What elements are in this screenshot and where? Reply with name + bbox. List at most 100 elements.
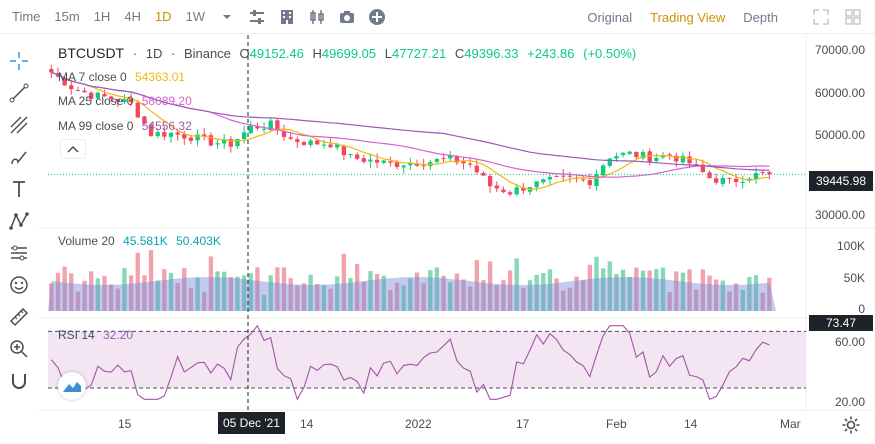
candle-body — [474, 165, 479, 173]
interval-1d[interactable]: 1D — [154, 9, 172, 24]
candle-body — [374, 159, 380, 163]
pattern-icon[interactable] — [0, 205, 38, 237]
candle-body — [694, 164, 699, 166]
volume-bar — [434, 267, 440, 311]
volume-bar — [215, 271, 220, 311]
volume-bar — [82, 280, 87, 311]
candle-body — [235, 139, 240, 147]
pitchfork-icon[interactable] — [0, 109, 38, 141]
volume-bar — [414, 272, 420, 311]
crosshair-icon[interactable] — [0, 45, 38, 77]
smiley-icon[interactable] — [0, 269, 38, 301]
zoom-in-icon[interactable] — [0, 333, 38, 365]
volume-bar — [162, 269, 167, 311]
candle-body — [640, 152, 646, 159]
candle-body — [594, 174, 599, 187]
candle-body — [275, 120, 280, 131]
volume-bar — [348, 278, 353, 311]
ma7-line — [51, 71, 770, 191]
candle-body — [268, 120, 273, 130]
chevron-down-icon[interactable] — [212, 0, 242, 34]
candle-body — [49, 69, 54, 73]
volume-bar — [75, 291, 81, 311]
exchange-label: Binance — [183, 46, 231, 61]
candle-body — [255, 126, 260, 129]
candle-body — [301, 141, 307, 145]
tradingview-logo-icon — [63, 382, 81, 392]
candle-body — [388, 161, 393, 163]
expand-icon[interactable] — [805, 0, 837, 34]
volume-bar — [720, 280, 725, 311]
volume-bar — [567, 287, 573, 311]
volume-bar — [95, 278, 101, 311]
view-depth[interactable]: Depth — [743, 9, 778, 25]
volume-bar — [268, 275, 273, 311]
plus-circle-icon[interactable] — [362, 0, 392, 34]
rsi-tag: 73.47 — [809, 315, 873, 331]
rsi-tick: 20.00 — [834, 395, 865, 409]
symbol-label: BTCUSDT — [58, 45, 125, 61]
interval-1w[interactable]: 1W — [185, 9, 206, 24]
volume-bar — [694, 289, 699, 311]
grid-icon[interactable] — [837, 0, 869, 34]
volume-bar — [328, 288, 333, 311]
volume-bar — [255, 267, 260, 311]
brush-icon[interactable] — [0, 141, 38, 173]
volume-bar — [494, 285, 499, 311]
candle-body — [341, 145, 347, 156]
trend-line-icon[interactable] — [0, 77, 38, 109]
candle-body — [448, 155, 453, 159]
candle-body — [248, 125, 253, 134]
camera-icon[interactable] — [332, 0, 362, 34]
candle-body — [740, 181, 745, 184]
volume-bar — [168, 272, 174, 311]
sep-dot: · — [132, 46, 138, 61]
volume-bar — [674, 271, 679, 311]
candles-icon[interactable] — [302, 0, 332, 34]
magnet-icon[interactable] — [0, 365, 38, 397]
candle-body — [368, 159, 373, 162]
date-tick: 15 — [118, 417, 132, 431]
interval-1h[interactable]: 1H — [93, 9, 111, 24]
text-tool-icon[interactable] — [0, 173, 38, 205]
volume-bar — [381, 275, 386, 311]
volume-bar — [315, 284, 320, 311]
volume-bar — [714, 279, 719, 311]
volume-bar — [142, 275, 147, 311]
volume-bar — [448, 282, 453, 311]
gear-icon[interactable] — [841, 415, 861, 435]
collapse-legend-button[interactable] — [60, 139, 86, 159]
candle-body — [108, 96, 114, 99]
price-tick: 50000.00 — [814, 128, 865, 142]
toolbar-right — [805, 0, 869, 34]
candle-body — [162, 132, 167, 137]
volume-bar — [248, 273, 253, 311]
volume-bar — [607, 261, 612, 311]
volume-bar — [474, 260, 479, 311]
chart-area[interactable]: BTCUSDT · 1D · Binance O49152.46 H49699.… — [38, 35, 875, 444]
volume-bar — [647, 270, 652, 311]
volume-bar — [261, 294, 267, 311]
candle-body — [634, 152, 639, 158]
volume-tick: 0 — [858, 302, 865, 316]
ruler-icon[interactable] — [0, 301, 38, 333]
time-label[interactable]: Time — [12, 9, 41, 24]
view-trading-view[interactable]: Trading View — [650, 9, 726, 25]
interval-4h[interactable]: 4H — [124, 9, 141, 24]
candle-body — [115, 99, 120, 102]
price-chart[interactable] — [38, 35, 875, 444]
measure-icon[interactable] — [0, 237, 38, 269]
high-label: H49699.05 — [312, 46, 377, 61]
interval-15m[interactable]: 15m — [54, 9, 80, 24]
tradingview-logo[interactable] — [58, 372, 86, 400]
candle-body — [128, 98, 134, 103]
top-toolbar: Time 15m 1H 4H 1D 1W Original Trading Vi… — [0, 0, 875, 34]
building-icon[interactable] — [272, 0, 302, 34]
view-original[interactable]: Original — [587, 9, 633, 25]
sliders-icon[interactable] — [242, 0, 272, 34]
volume-tick: 50K — [843, 271, 865, 285]
volume-bar — [767, 277, 772, 311]
candle-body — [720, 178, 725, 184]
volume-bar — [374, 273, 380, 311]
candle-body — [89, 92, 94, 100]
